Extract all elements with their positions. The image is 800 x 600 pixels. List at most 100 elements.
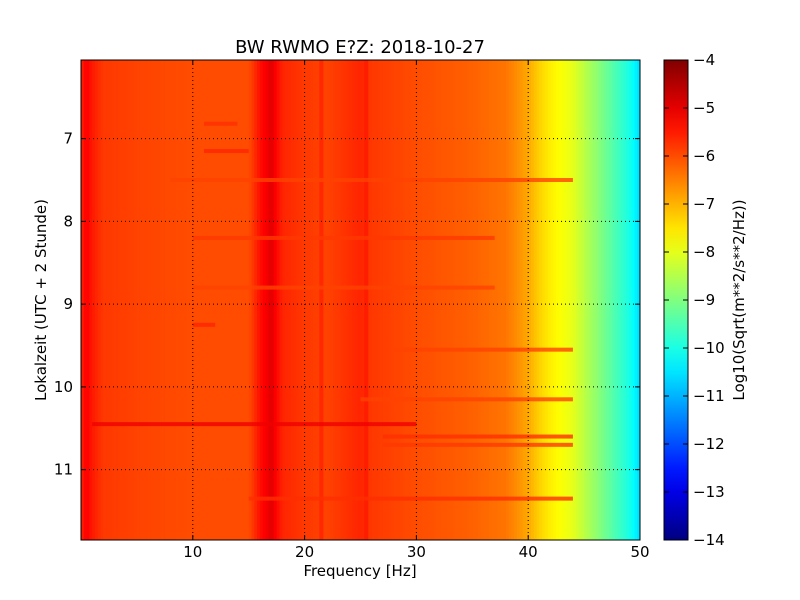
spectrum-column (542, 60, 546, 540)
spectrum-column (83, 60, 87, 540)
spectrum-column (491, 60, 496, 540)
spectrum-column (299, 60, 303, 540)
spectrum-column (237, 60, 241, 540)
spectrum-column (335, 60, 339, 540)
spectrum-column (198, 60, 202, 540)
spectrum-column (190, 60, 194, 540)
event-band (382, 434, 573, 439)
spectrum-column (634, 60, 638, 540)
spectrum-column (500, 60, 504, 540)
spectrum-column (248, 60, 252, 540)
spectrum-column (142, 60, 146, 540)
spectrum-column (525, 60, 529, 540)
spectrum-column (315, 60, 319, 540)
spectrum-column (145, 60, 149, 540)
event-band (92, 422, 417, 427)
spectrum-column (486, 60, 490, 540)
spectrum-column (388, 60, 392, 540)
spectrum-column (612, 60, 616, 540)
spectrum-column (368, 60, 373, 540)
spectrum-column (405, 60, 409, 540)
spectrum-column (357, 60, 361, 540)
event-band (192, 285, 495, 290)
spectrum-column (508, 60, 512, 540)
spectrum-column (296, 60, 300, 540)
spectrum-column (419, 60, 423, 540)
event-band (192, 322, 216, 327)
x-tick-label: 20 (295, 543, 314, 561)
spectrum-column (561, 60, 565, 540)
spectrum-column (461, 60, 465, 540)
spectrum-column (349, 60, 353, 540)
spectrum-column (251, 60, 255, 540)
spectrum-column (329, 60, 333, 540)
spectrum-column (637, 60, 640, 540)
spectrum-column (399, 60, 403, 540)
spectrum-column (240, 60, 244, 540)
spectrum-column (570, 60, 574, 540)
spectrum-column (592, 60, 596, 540)
event-band (360, 397, 573, 402)
spectrum-column (332, 60, 336, 540)
spectrum-column (438, 60, 442, 540)
spectrum-column (273, 60, 278, 540)
spectrum-column (139, 60, 143, 540)
spectrum-column (452, 60, 456, 540)
colorbar-tick-label: −12 (693, 435, 725, 453)
spectral-line (269, 60, 274, 540)
grid (81, 60, 640, 540)
spectrum-column (215, 60, 219, 540)
spectrum-column (475, 60, 479, 540)
spectrum-column (176, 60, 180, 540)
spectrum-column (301, 60, 306, 540)
spectrum-column (108, 60, 113, 540)
spectrum-column (226, 60, 230, 540)
spectrum-column (477, 60, 482, 540)
x-tick-label: 30 (407, 543, 426, 561)
spectrum-column (606, 60, 610, 540)
spectrum-column (352, 60, 356, 540)
spectrum-column (170, 60, 174, 540)
spectrum-column (466, 60, 470, 540)
colorbar-tick-label: −11 (693, 387, 725, 405)
spectrum-column (354, 60, 359, 540)
event-band (248, 496, 573, 501)
spectral-line (319, 60, 324, 540)
spectrum-column (427, 60, 431, 540)
spectrum-column (435, 60, 440, 540)
spectrum-column (203, 60, 208, 540)
colorbar-tick-label: −13 (693, 483, 725, 501)
spectrum-column (547, 60, 551, 540)
spectrum-column (626, 60, 630, 540)
spectrum-column (117, 60, 121, 540)
spectrum-column (287, 60, 292, 540)
spectral-line (364, 60, 369, 540)
spectrum-column (489, 60, 493, 540)
spectrum-column (503, 60, 507, 540)
spectrum-column (184, 60, 188, 540)
spectrum-column (528, 60, 532, 540)
spectrum-column (380, 60, 384, 540)
colorbar-tick-label: −6 (693, 147, 715, 165)
spectrum-column (265, 60, 269, 540)
spectrum-column (245, 60, 250, 540)
spectrum-column (385, 60, 389, 540)
spectrum-column (544, 60, 549, 540)
spectrum-column (533, 60, 537, 540)
spectrum-column (120, 60, 124, 540)
spectrum-column (114, 60, 118, 540)
spectrum-column (209, 60, 213, 540)
spectrum-column (628, 60, 633, 540)
spectrum-column (394, 60, 398, 540)
spectrum-column (326, 60, 331, 540)
x-axis: 10 20 30 40 50 (183, 60, 650, 561)
colorbar-label: Log10(Sqrt(m**2/s**2/Hz)) (730, 199, 748, 400)
spectrum-column (167, 60, 171, 540)
spectrum-column (340, 60, 345, 540)
spectrum-column (444, 60, 448, 540)
spectrum-column (553, 60, 557, 540)
spectrum-column (192, 60, 196, 540)
spectrum-column (469, 60, 473, 540)
spectrum-column (413, 60, 417, 540)
